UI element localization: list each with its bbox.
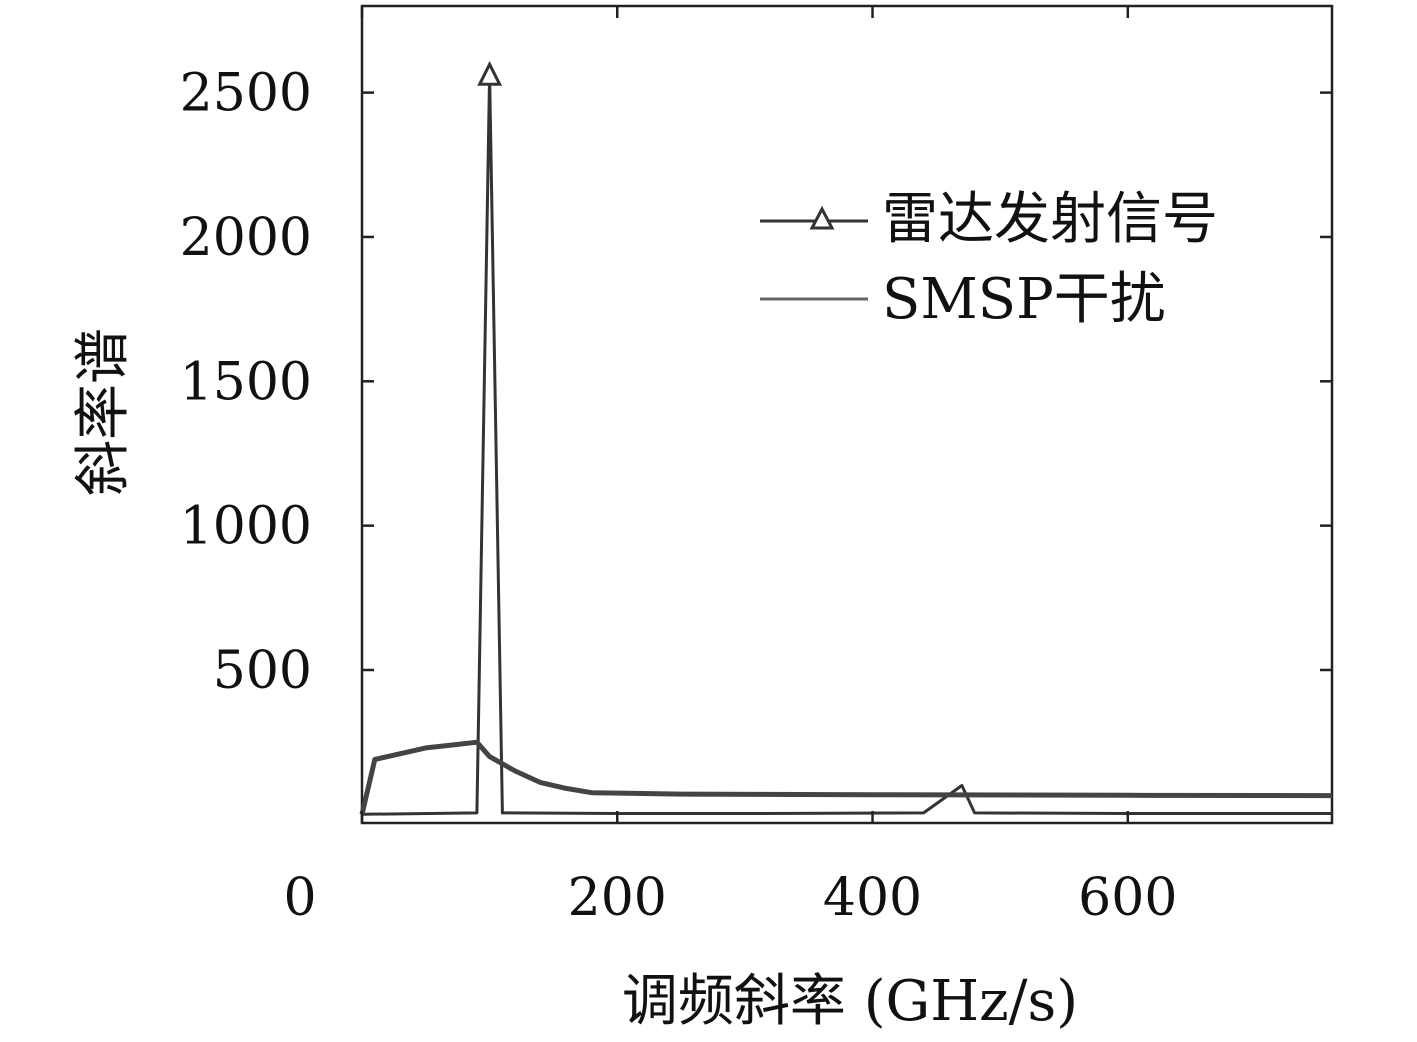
- series-line-1: [359, 739, 1333, 815]
- x-tick-label-3: 600: [1078, 868, 1177, 928]
- legend-item-smsp: SMSP干扰: [760, 267, 1166, 332]
- x-tick-label-1: 200: [568, 868, 667, 928]
- y-tick-label-1: 1000: [180, 497, 312, 557]
- legend-marker-triangle: [809, 205, 835, 230]
- axis-ticks: 500 1000 1500 2000 2500 0 200 400 600: [180, 6, 1332, 928]
- y-tick-label-0: 500: [213, 641, 312, 701]
- y-tick-label-4: 2500: [180, 64, 312, 124]
- x-tick-label-2: 400: [823, 868, 922, 928]
- series-marker-triangle: [477, 60, 503, 86]
- y-tick-label-2: 1500: [180, 352, 312, 412]
- chart-marks: [359, 60, 1333, 816]
- series-line-0: [361, 73, 1332, 816]
- x-axis-title: 调频斜率 (GHz/s): [622, 969, 1078, 1034]
- legend: 雷达发射信号 SMSP干扰: [760, 187, 1218, 332]
- y-axis-title: 斜率谱: [71, 328, 136, 496]
- legend-label-smsp: SMSP干扰: [882, 267, 1166, 332]
- legend-item-radar: 雷达发射信号: [760, 187, 1218, 252]
- y-tick-label-3: 2000: [180, 208, 312, 268]
- x-tick-label-0: 0: [283, 868, 316, 928]
- legend-label-radar: 雷达发射信号: [882, 187, 1218, 252]
- plot-frame: [360, 4, 1334, 825]
